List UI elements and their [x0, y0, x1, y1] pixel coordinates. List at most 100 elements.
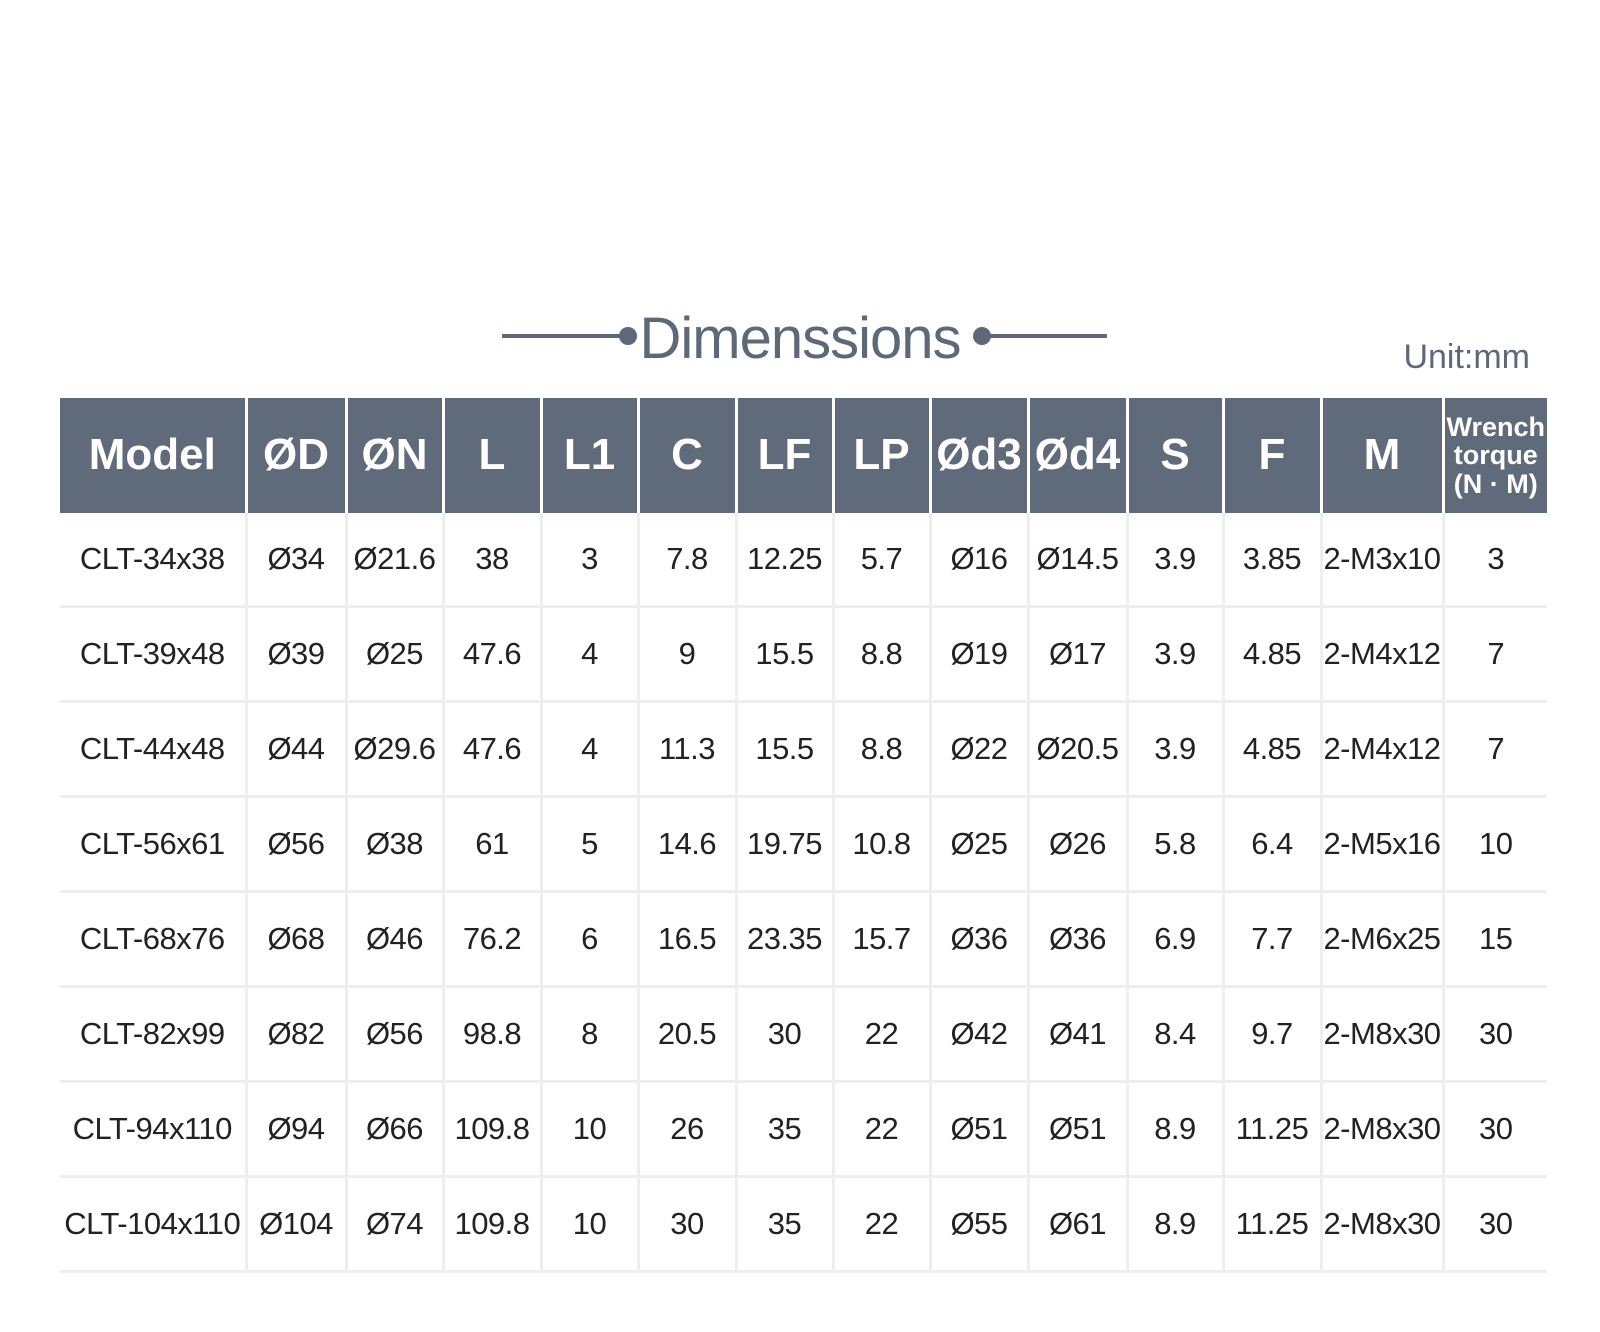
- table-cell: 5: [539, 796, 638, 893]
- table-cell: Ø46: [344, 891, 443, 988]
- unit: Unit:mm: [1403, 338, 1530, 376]
- table-cell: Ø16: [928, 513, 1028, 608]
- table-row: CLT-39x48 Ø39 Ø25 47.6 4 9 15.5 8.8 Ø19 Ø17 3.9 4.8…: [60, 606, 1547, 703]
- table-cell: 76.2: [441, 891, 541, 988]
- table-cell: CLT-104x110: [60, 1176, 246, 1273]
- table-cell: 3: [539, 513, 638, 608]
- table-cell: 5.7: [831, 513, 930, 608]
- table-cell: Ø38: [344, 796, 443, 893]
- header-cell: M: [1319, 398, 1443, 513]
- header-cell: S: [1125, 398, 1223, 513]
- table-cell: Ø26: [1026, 796, 1127, 893]
- table-cell: 4.85: [1221, 606, 1321, 703]
- table-cell: CLT-68x76: [60, 891, 246, 988]
- header-cell: F: [1221, 398, 1321, 513]
- header-cell: Ød4: [1026, 398, 1127, 513]
- table-cell: 2-M8x30: [1319, 986, 1443, 1083]
- table-cell: Ø104: [244, 1176, 346, 1273]
- table-row: CLT-82x99 Ø82 Ø56 98.8 8 20.5 30 22 Ø42 Ø41 8.4 9.7…: [60, 986, 1547, 1083]
- table-cell: 5.8: [1125, 796, 1223, 893]
- table-cell: 2-M4x12: [1319, 701, 1443, 798]
- table-cell: Ø36: [1026, 891, 1127, 988]
- title-decoration: [502, 327, 1107, 345]
- table-cell: Ø25: [928, 796, 1028, 893]
- table-cell: 2-M6x25: [1319, 891, 1443, 988]
- table-cell: 98.8: [441, 986, 541, 1083]
- table-cell: 3.9: [1125, 513, 1223, 608]
- table-cell: 4: [539, 606, 638, 703]
- table-cell: 30: [1441, 986, 1547, 1083]
- table-cell: 2-M3x10: [1319, 513, 1443, 608]
- title-dot: [973, 327, 991, 345]
- table-cell: 30: [636, 1176, 736, 1273]
- table-row: CLT-94x110 Ø94 Ø66 109.8 10 26 35 22 Ø51 Ø51 8.9 11…: [60, 1081, 1547, 1178]
- title: Dimenssions: [639, 306, 962, 371]
- table-cell: 12.25: [734, 513, 833, 608]
- header-cell: ØD: [244, 398, 346, 513]
- table-cell: 2-M8x30: [1319, 1081, 1443, 1178]
- table-cell: 47.6: [441, 606, 541, 703]
- table-cell: Ø36: [928, 891, 1028, 988]
- table-cell: Ø55: [928, 1176, 1028, 1273]
- table-cell: CLT-34x38: [60, 513, 246, 608]
- table-row: CLT-44x48 Ø44 Ø29.6 47.6 4 11.3 15.5 8.8 Ø22 Ø20.…: [60, 701, 1547, 798]
- table-cell: Ø14.5: [1026, 513, 1127, 608]
- table-cell: 22: [831, 1081, 930, 1178]
- table-cell: Ø56: [244, 796, 346, 893]
- table-cell: 3.9: [1125, 701, 1223, 798]
- table-cell: 8.9: [1125, 1081, 1223, 1178]
- table-cell: 8: [539, 986, 638, 1083]
- table-cell: 7: [1441, 606, 1547, 703]
- table-cell: 15: [1441, 891, 1547, 988]
- table-cell: 47.6: [441, 701, 541, 798]
- table-cell: 2-M5x16: [1319, 796, 1443, 893]
- table-cell: 2-M4x12: [1319, 606, 1443, 703]
- table-cell: 19.75: [734, 796, 833, 893]
- table-cell: 109.8: [441, 1081, 541, 1178]
- table-row: CLT-56x61 Ø56 Ø38 61 5 14.6 19.75 10.8 Ø25 Ø26 5.8…: [60, 796, 1547, 893]
- table-row: CLT-68x76 Ø68 Ø46 76.2 6 16.5 23.35 15.7 Ø36 Ø36 6…: [60, 891, 1547, 988]
- table-cell: 15.5: [734, 701, 833, 798]
- title-dot: [619, 327, 637, 345]
- table-cell: Ø44: [244, 701, 346, 798]
- table-cell: 3.9: [1125, 606, 1223, 703]
- table-cell: 15.7: [831, 891, 930, 988]
- table-cell: Ø41: [1026, 986, 1127, 1083]
- table-cell: Ø22: [928, 701, 1028, 798]
- table-cell: 30: [1441, 1081, 1547, 1178]
- table-cell: 22: [831, 1176, 930, 1273]
- table-cell: Ø51: [928, 1081, 1028, 1178]
- table-cell: 10: [539, 1176, 638, 1273]
- table-cell: 7: [1441, 701, 1547, 798]
- table-cell: 22: [831, 986, 930, 1083]
- table-cell: 10.8: [831, 796, 930, 893]
- table-cell: 15.5: [734, 606, 833, 703]
- header-cell: Model: [60, 398, 246, 513]
- table-cell: 20.5: [636, 986, 736, 1083]
- table-cell: CLT-82x99: [60, 986, 246, 1083]
- header-cell: LP: [831, 398, 930, 513]
- table-cell: Ø94: [244, 1081, 346, 1178]
- table-cell: 9.7: [1221, 986, 1321, 1083]
- table-cell: 3: [1441, 513, 1547, 608]
- table-cell: 9: [636, 606, 736, 703]
- table-cell: Ø82: [244, 986, 346, 1083]
- header-cell: Ød3: [928, 398, 1028, 513]
- header-cell: L1: [539, 398, 638, 513]
- table-cell: Ø39: [244, 606, 346, 703]
- table-cell: 11.25: [1221, 1081, 1321, 1178]
- table-row: CLT-34x38 Ø34 Ø21.6 38 3 7.8 12.25 5.7 Ø16 Ø14.5 3…: [60, 513, 1547, 608]
- table-cell: 14.6: [636, 796, 736, 893]
- table-cell: Ø20.5: [1026, 701, 1127, 798]
- table-cell: Ø68: [244, 891, 346, 988]
- table-cell: 38: [441, 513, 541, 608]
- table-cell: Ø17: [1026, 606, 1127, 703]
- header-cell: Wrench torque (N · M): [1441, 398, 1547, 513]
- table-cell: 6: [539, 891, 638, 988]
- table-cell: 35: [734, 1176, 833, 1273]
- table-cell: 61: [441, 796, 541, 893]
- table-cell: 8.4: [1125, 986, 1223, 1083]
- table-cell: Ø66: [344, 1081, 443, 1178]
- table-cell: 10: [1441, 796, 1547, 893]
